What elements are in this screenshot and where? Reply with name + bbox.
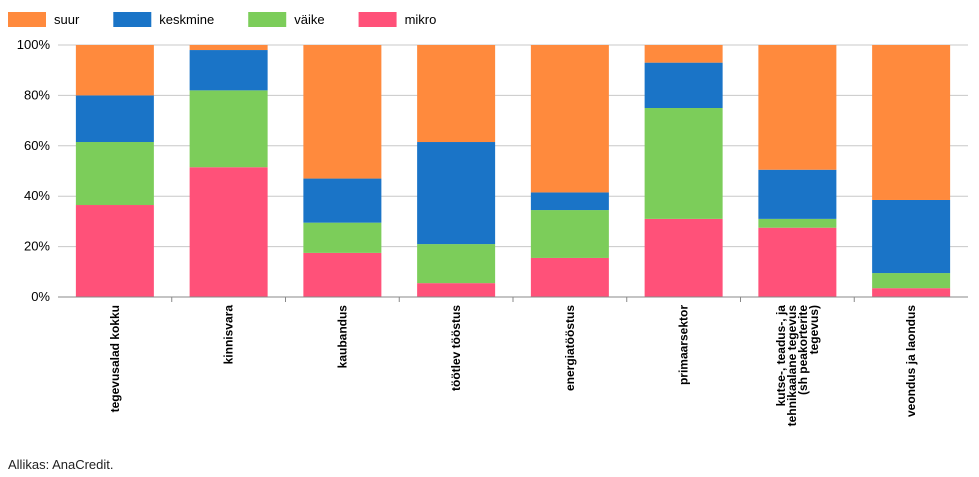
bars-layer (75, 45, 951, 297)
x-category-label-line: (sh peakorterite (796, 305, 810, 395)
x-category-label-line: primaarsektor (677, 305, 691, 385)
x-category-label: primaarsektor (677, 305, 691, 385)
legend-label-suur: suur (54, 12, 80, 27)
legend-swatch-keskmine (113, 12, 152, 27)
bar-segment-väike (75, 142, 154, 206)
x-category-label-line: tegevusalad kokku (108, 305, 122, 412)
bar-segment-väike (530, 210, 609, 258)
x-axis-labels: tegevusalad kokku kinnisvara kaubandus tööt… (108, 305, 918, 427)
bar-segment-väike (872, 273, 951, 289)
bar-segment-väike (644, 108, 723, 219)
y-tick-label: 80% (24, 87, 50, 102)
x-category-label: kaubandus (335, 305, 349, 369)
x-category-label-line: kinnisvara (222, 305, 236, 365)
x-category-label: energiatööstus (563, 305, 577, 391)
y-tick-label: 60% (24, 138, 50, 153)
bar-segment-väike (417, 244, 496, 284)
bar-segment-keskmine (417, 142, 496, 245)
bar-segment-keskmine (872, 199, 951, 274)
bar-segment-väike (758, 218, 837, 228)
bar-segment-suur (189, 45, 268, 51)
x-category-label: kinnisvara (222, 305, 236, 365)
x-category-label: veondus ja laondus (904, 305, 918, 417)
x-category-label-line: veondus ja laondus (904, 305, 918, 417)
legend-label-mikro: mikro (405, 12, 437, 27)
x-category-label-line: kaubandus (335, 305, 349, 369)
bar-segment-suur (417, 45, 496, 143)
bar-segment-mikro (872, 288, 951, 297)
legend: suur keskmine väike mikro (8, 12, 436, 27)
x-category-label: kutse-, teadus-, jatehnikaalane tegevus(… (774, 305, 821, 427)
bar-segment-suur (872, 45, 951, 200)
bar-segment-väike (189, 90, 268, 168)
bar-segment-mikro (758, 227, 837, 297)
x-category-label-line: tehnikaalane tegevus (785, 305, 799, 427)
x-category-label-line: kutse-, teadus-, ja (774, 305, 788, 407)
bar-segment-keskmine (303, 178, 382, 223)
bar-segment-mikro (75, 205, 154, 297)
x-category-label: tegevusalad kokku (108, 305, 122, 412)
bar-segment-mikro (417, 283, 496, 297)
bar-segment-mikro (189, 167, 268, 297)
axes (58, 296, 968, 302)
bar-segment-suur (303, 45, 382, 179)
y-tick-label: 100% (17, 37, 51, 52)
y-tick-label: 0% (31, 289, 50, 304)
legend-swatch-mikro (358, 12, 397, 27)
y-axis-ticks: 0% 20% 40% 60% 80% 100% (17, 37, 51, 304)
legend-label-keskmine: keskmine (159, 12, 214, 27)
y-tick-label: 40% (24, 188, 50, 203)
source-note: Allikas: AnaCredit. (8, 457, 114, 472)
legend-swatch-suur (8, 12, 46, 27)
legend-swatch-väike (248, 12, 287, 27)
bar-segment-keskmine (189, 50, 268, 91)
bar-segment-keskmine (530, 192, 609, 211)
bar-segment-suur (644, 45, 723, 63)
bar-segment-keskmine (758, 169, 837, 219)
x-category-label-line: töötlev tööstus (449, 305, 463, 391)
x-category-label-line: energiatööstus (563, 305, 577, 391)
x-category-label: töötlev tööstus (449, 305, 463, 391)
bar-segment-suur (75, 45, 154, 96)
bar-segment-keskmine (75, 95, 154, 143)
bar-segment-suur (530, 45, 609, 193)
bar-segment-väike (303, 222, 382, 253)
bar-segment-mikro (303, 252, 382, 297)
legend-label-väike: väike (294, 12, 324, 27)
bar-segment-mikro (644, 218, 723, 297)
bar-segment-suur (758, 45, 837, 170)
bar-segment-keskmine (644, 62, 723, 108)
y-tick-label: 20% (24, 239, 50, 254)
x-category-label-line: tegevus) (807, 305, 821, 354)
bar-segment-mikro (530, 257, 609, 297)
